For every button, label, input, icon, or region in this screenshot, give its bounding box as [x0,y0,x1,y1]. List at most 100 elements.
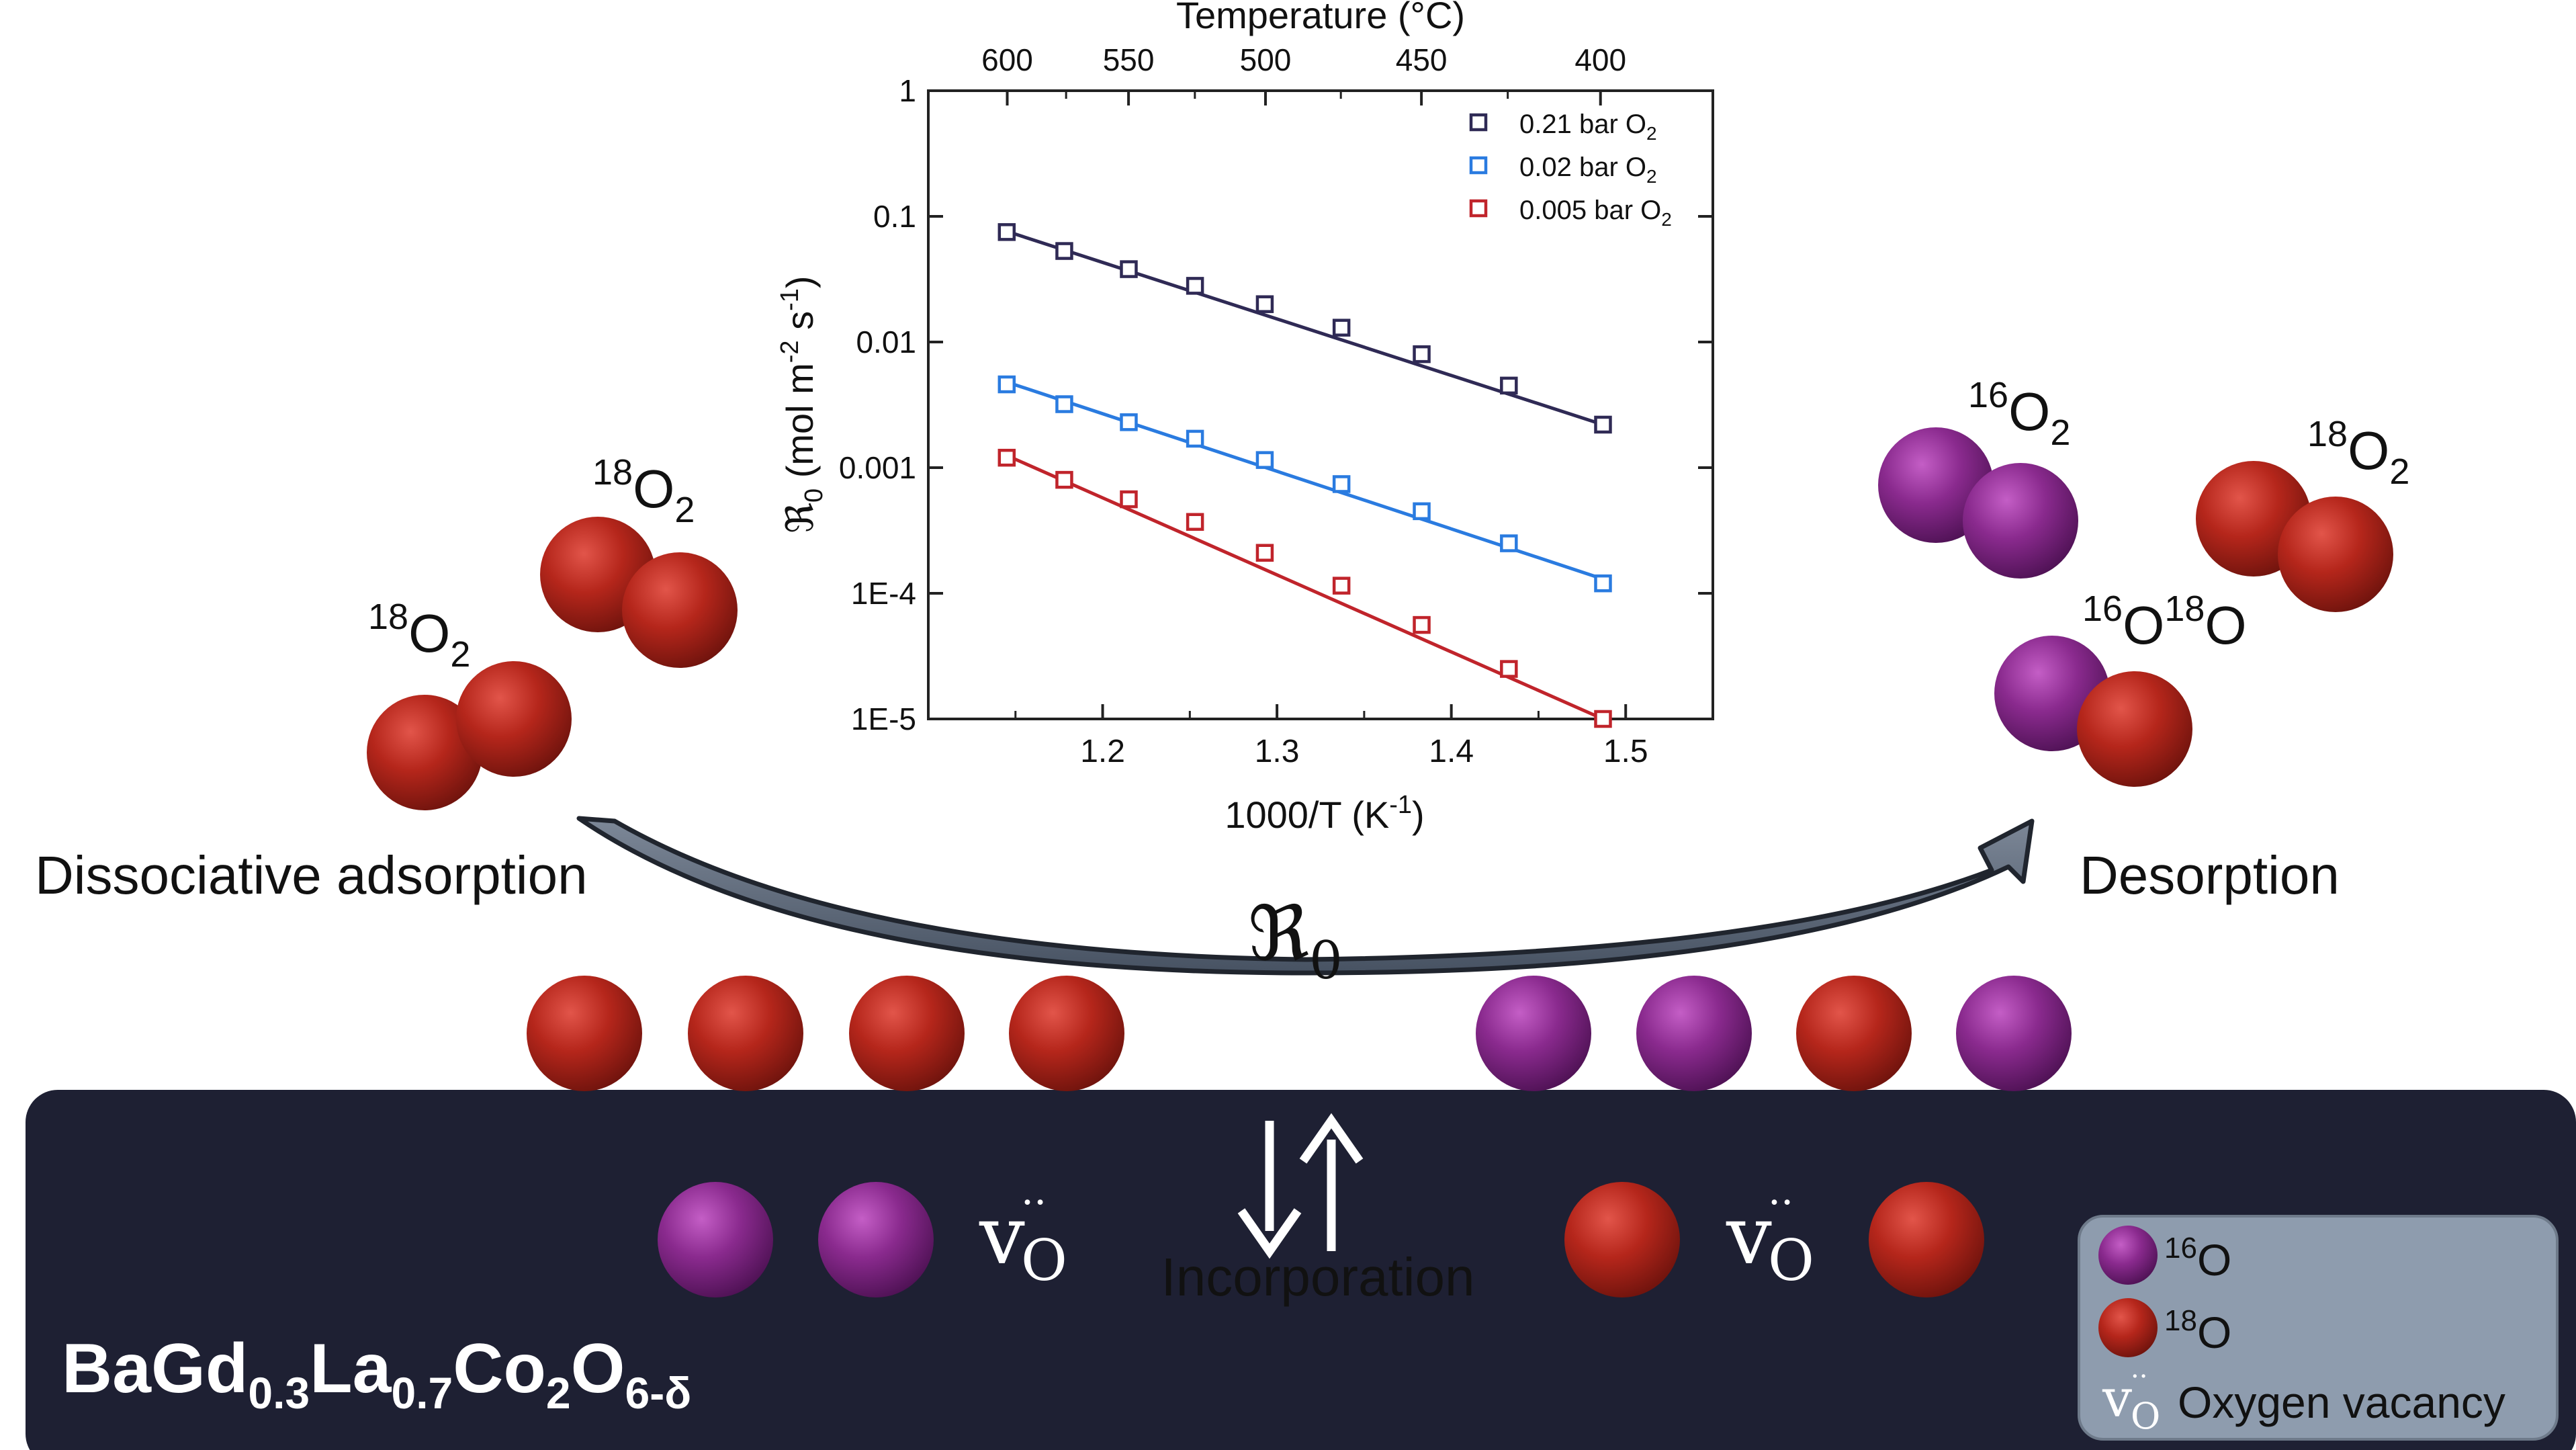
legend-vacancy-label: Oxygen vacancy [2178,1377,2505,1427]
data-point [997,223,1016,241]
bulk-atom-18o [1869,1182,1984,1297]
vacancy-symbol-right: v ·· O [1726,1179,1814,1293]
data-point [1413,615,1431,634]
surface-atom-18o [688,976,803,1091]
surface-atom-16o [1956,976,2072,1091]
surface-atom-16o [1636,976,1752,1091]
data-point [1413,502,1431,521]
data-point [1255,295,1274,313]
incorporation-arrows [1237,1113,1364,1259]
y-tick-label: 1E-4 [851,576,916,611]
right-molecule-16o18o [1994,636,2192,787]
vacancy-sub: O [1768,1228,1814,1293]
bulk-atom-16o [818,1182,934,1297]
top-tick-label: 550 [1103,42,1155,77]
x-tick-label: 1.4 [1429,734,1474,769]
right-molecule-18o2 [2196,461,2393,612]
y-tick-label: 0.01 [856,325,916,359]
data-point [1500,660,1518,678]
rate-symbol: ℜ0 [1248,890,1343,991]
data-point [1186,277,1204,295]
bulk-slab [26,1090,2576,1450]
surface-atom-16o [1476,976,1591,1091]
data-point [1413,345,1431,364]
x-tick-label: 1.2 [1080,734,1125,769]
left-molecule-top [540,517,738,668]
data-point [1055,242,1073,260]
dissociative-adsorption-label: Dissociative adsorption [35,845,588,905]
data-point [1594,415,1612,434]
legend-marker [1469,199,1488,218]
top-tick-label: 600 [981,42,1033,77]
legend-vacancy-dots: ·· [2131,1361,2147,1392]
left-molecule-top-label: 18O2 [592,452,695,530]
vacancy-dots: ·· [1021,1179,1047,1226]
vacancy-symbol-left: v ·· O [979,1179,1067,1293]
data-point [1594,710,1612,728]
incorporation-label: Incorporation [1161,1247,1475,1307]
chart-axes: 1.2 1.3 1.4 1.5 1E-5 1E-4 0.001 0.01 0.1 1 600 550 5… [839,42,1713,769]
data-point [997,375,1016,394]
surface-atom-18o [1009,976,1124,1091]
right-molecule-16o2 [1878,427,2078,579]
data-point [1255,451,1274,469]
data-point [1332,577,1351,595]
right-molecule-18o2-label: 18O2 [2307,414,2409,492]
right-molecule-16o2-label: 16O2 [1968,375,2070,453]
arrhenius-chart: 1.2 1.3 1.4 1.5 1E-5 1E-4 0.001 0.01 0.1 1 600 550 5… [776,0,1714,836]
data-point [1055,395,1073,413]
material-formula: BaGd0.3La0.7Co2O6-δ [62,1330,691,1418]
data-point [1055,470,1073,489]
top-tick-label: 500 [1240,42,1292,77]
x-tick-label: 1.3 [1255,734,1300,769]
legend-16o-atom [2098,1226,2158,1285]
bulk-atom-16o [658,1182,773,1297]
right-molecule-16o18o-label: 16O18O [2082,589,2247,655]
top-tick-label: 450 [1396,42,1448,77]
x-axis-title: 1000/T (K-1) [1225,791,1424,836]
y-tick-label: 1 [899,73,916,108]
data-point [1332,475,1351,493]
top-tick-label: 400 [1574,42,1626,77]
y-axis-title: ℜ0 (mol m-2 s-1) [776,275,828,533]
bulk-atom-18o [1564,1182,1680,1297]
surface-atom-row [527,976,2072,1091]
legend-vacancy-v: v [2102,1369,2132,1429]
data-point [1500,376,1518,395]
chart-points [997,223,1612,728]
data-point [1120,490,1138,509]
legend-marker [1469,113,1488,132]
data-point [1120,260,1138,278]
legend-vacancy-sub: O [2131,1395,2160,1437]
vacancy-dots: ·· [1768,1179,1793,1226]
legend-label: 0.21 bar O2 [1519,110,1657,144]
data-point [1186,429,1204,448]
data-point [1500,534,1518,552]
x-tick-label: 1.5 [1603,734,1648,769]
left-molecule-bottom-label: 18O2 [368,597,470,675]
data-point [1255,544,1274,562]
data-point [1186,513,1204,531]
data-point [1594,574,1612,593]
y-tick-label: 1E-5 [851,701,916,736]
plot-frame [927,89,1714,720]
surface-atom-18o [527,976,642,1091]
left-molecule-bottom [367,661,572,810]
reaction-arrow [576,816,2035,976]
chart-legend: 0.21 bar O2 0.02 bar O2 0.005 bar O2 [1469,110,1672,230]
vacancy-v: v [979,1189,1025,1283]
top-axis-title: Temperature (°C) [1176,0,1465,36]
y-tick-label: 0.1 [873,199,916,234]
surface-atom-18o [1796,976,1912,1091]
legend-18o-atom [2098,1298,2158,1357]
data-point [997,448,1016,467]
desorption-label: Desorption [2080,845,2340,905]
data-point [1120,413,1138,431]
legend-18o-label: 18O [2164,1304,2231,1357]
y-tick-label: 0.001 [839,450,916,485]
vacancy-sub: O [1021,1228,1067,1293]
legend-label: 0.005 bar O2 [1519,196,1672,230]
legend-label: 0.02 bar O2 [1519,153,1657,187]
vacancy-v: v [1726,1189,1772,1283]
